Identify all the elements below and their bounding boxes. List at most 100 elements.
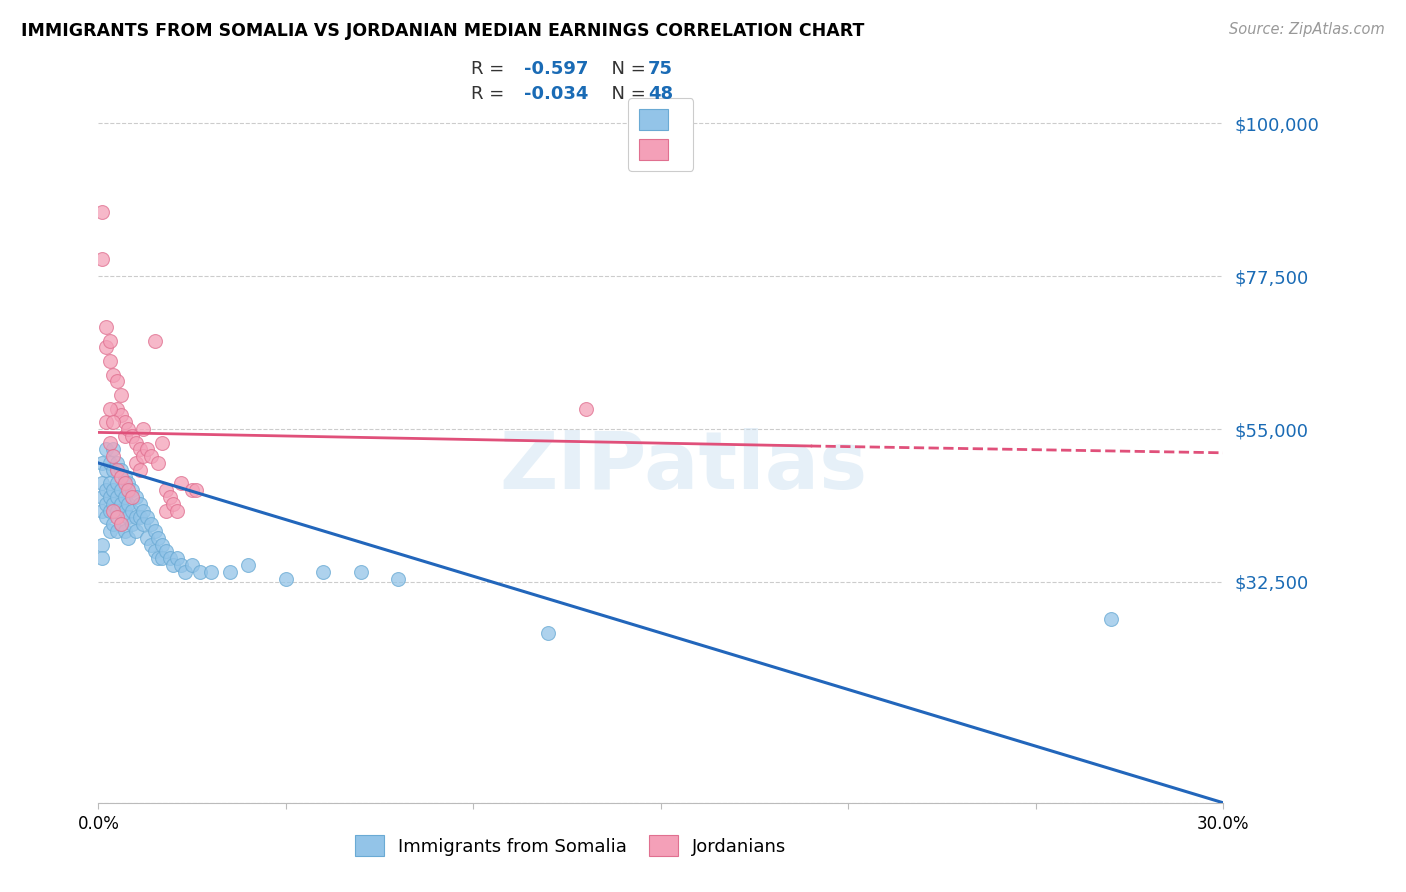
Point — [91, 476, 114, 491]
Point — [162, 497, 184, 511]
Point — [117, 531, 139, 545]
Point — [150, 551, 173, 566]
Point — [121, 490, 143, 504]
Text: -0.034: -0.034 — [524, 85, 589, 103]
Point — [155, 544, 177, 558]
Point — [110, 497, 132, 511]
Point — [110, 517, 132, 532]
Text: N =: N = — [600, 60, 652, 78]
Text: R =: R = — [471, 60, 510, 78]
Point — [103, 497, 125, 511]
Point — [94, 483, 117, 498]
Point — [350, 565, 373, 579]
Point — [128, 510, 150, 524]
Point — [114, 503, 136, 517]
Point — [537, 626, 560, 640]
Point — [103, 463, 125, 477]
Point — [103, 368, 125, 382]
Point — [125, 524, 148, 538]
Point — [121, 483, 143, 498]
Point — [173, 565, 195, 579]
Text: 48: 48 — [648, 85, 673, 103]
Point — [105, 463, 128, 477]
Point — [139, 537, 162, 551]
Point — [117, 497, 139, 511]
Point — [159, 551, 181, 566]
Point — [114, 476, 136, 491]
Text: Source: ZipAtlas.com: Source: ZipAtlas.com — [1229, 22, 1385, 37]
Point — [148, 531, 170, 545]
Point — [132, 503, 155, 517]
Point — [110, 463, 132, 477]
Point — [1099, 612, 1122, 626]
Text: ZIPatlas: ZIPatlas — [499, 428, 868, 507]
Point — [98, 354, 121, 368]
Point — [114, 469, 136, 483]
Point — [91, 537, 114, 551]
Point — [94, 463, 117, 477]
Point — [121, 429, 143, 443]
Point — [94, 341, 117, 355]
Point — [105, 476, 128, 491]
Text: IMMIGRANTS FROM SOMALIA VS JORDANIAN MEDIAN EARNINGS CORRELATION CHART: IMMIGRANTS FROM SOMALIA VS JORDANIAN MED… — [21, 22, 865, 40]
Point — [105, 456, 128, 470]
Point — [139, 449, 162, 463]
Point — [110, 388, 132, 402]
Point — [132, 449, 155, 463]
Point — [117, 422, 139, 436]
Point — [114, 415, 136, 429]
Point — [136, 510, 159, 524]
Point — [117, 510, 139, 524]
Point — [105, 401, 128, 416]
Point — [110, 483, 132, 498]
Point — [148, 456, 170, 470]
Point — [150, 435, 173, 450]
Point — [148, 551, 170, 566]
Point — [218, 565, 240, 579]
Point — [98, 490, 121, 504]
Point — [103, 415, 125, 429]
Point — [136, 531, 159, 545]
Point — [181, 558, 204, 572]
Point — [162, 558, 184, 572]
Point — [121, 517, 143, 532]
Point — [91, 551, 114, 566]
Text: R =: R = — [471, 85, 510, 103]
Point — [105, 490, 128, 504]
Point — [166, 503, 188, 517]
Point — [150, 537, 173, 551]
Point — [105, 503, 128, 517]
Point — [125, 510, 148, 524]
Point — [238, 558, 260, 572]
Point — [312, 565, 335, 579]
Point — [132, 517, 155, 532]
Legend: Immigrants from Somalia, Jordanians: Immigrants from Somalia, Jordanians — [346, 826, 796, 865]
Point — [136, 442, 159, 457]
Point — [170, 476, 193, 491]
Point — [98, 401, 121, 416]
Point — [159, 490, 181, 504]
Point — [91, 252, 114, 266]
Point — [98, 435, 121, 450]
Point — [98, 524, 121, 538]
Point — [188, 565, 211, 579]
Point — [91, 503, 114, 517]
Point — [143, 524, 166, 538]
Text: -0.597: -0.597 — [524, 60, 589, 78]
Point — [200, 565, 222, 579]
Point — [91, 204, 114, 219]
Point — [128, 497, 150, 511]
Point — [121, 503, 143, 517]
Point — [125, 435, 148, 450]
Point — [91, 456, 114, 470]
Point — [94, 497, 117, 511]
Point — [117, 483, 139, 498]
Point — [98, 503, 121, 517]
Point — [132, 422, 155, 436]
Point — [139, 517, 162, 532]
Point — [110, 469, 132, 483]
Point — [103, 442, 125, 457]
Point — [105, 524, 128, 538]
Point — [155, 503, 177, 517]
Point — [105, 375, 128, 389]
